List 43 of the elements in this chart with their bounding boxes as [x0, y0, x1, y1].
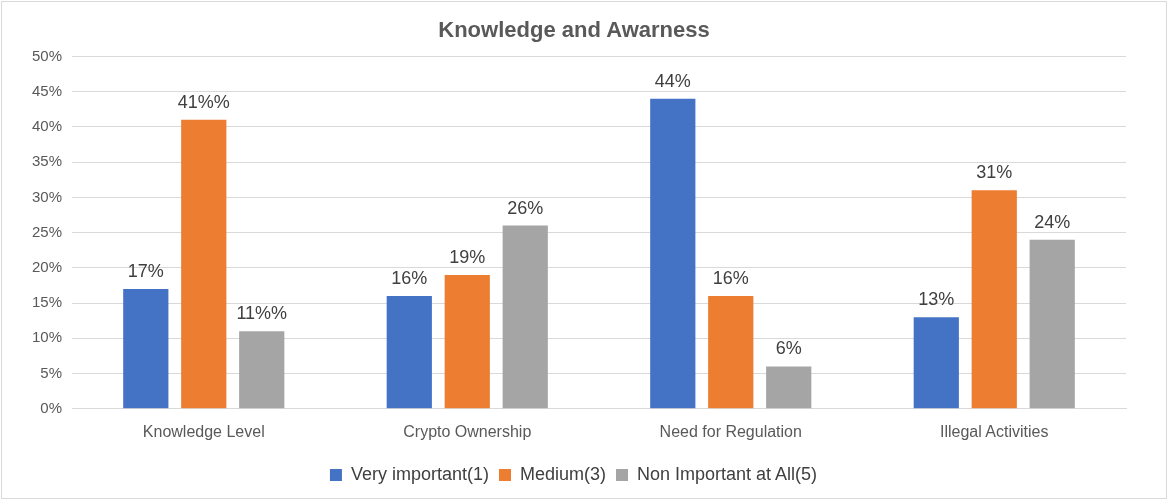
x-tick-label: Need for Regulation	[659, 422, 802, 440]
y-tick-label: 15%	[31, 293, 63, 311]
legend-label: Medium(3)	[519, 463, 607, 484]
data-label: 26%	[507, 197, 544, 218]
y-tick-label: 20%	[31, 257, 63, 275]
y-tick-label: 35%	[31, 152, 63, 170]
x-tick-label: Crypto Ownership	[403, 422, 532, 440]
data-label: 41%%	[177, 91, 230, 112]
bar	[386, 296, 432, 409]
bar	[766, 366, 812, 409]
data-label: 17%	[127, 260, 164, 281]
bar	[708, 296, 754, 409]
y-tick-label: 30%	[31, 187, 63, 205]
data-label: 44%	[654, 70, 691, 91]
bar	[181, 119, 227, 409]
x-tick-label: Knowledge Level	[142, 422, 265, 440]
y-tick-label: 45%	[31, 81, 63, 99]
bar	[971, 190, 1017, 409]
y-tick-label: 50%	[31, 46, 63, 64]
data-label: 6%	[775, 338, 802, 359]
y-tick-label: 0%	[40, 398, 63, 416]
bar	[1029, 239, 1075, 409]
data-label: 24%	[1034, 211, 1071, 232]
data-label: 16%	[391, 268, 428, 288]
bar	[913, 317, 959, 409]
legend-label: Non Important at All(5)	[637, 463, 818, 484]
y-tick-label: 25%	[31, 222, 63, 240]
bar	[239, 331, 285, 409]
data-label: 16%	[712, 268, 749, 288]
legend-label: Very important(1)	[350, 463, 489, 484]
data-label: 31%	[976, 162, 1013, 183]
y-tick-label: 5%	[40, 363, 63, 381]
chart-title: Knowledge and Awarness	[438, 17, 710, 43]
y-tick-label: 10%	[31, 328, 63, 346]
bar	[650, 98, 696, 409]
y-tick-label: 40%	[31, 117, 63, 135]
data-label: 19%	[449, 246, 486, 267]
bar	[502, 225, 548, 409]
bar	[123, 288, 169, 409]
data-label: 13%	[918, 289, 955, 310]
bar	[444, 274, 490, 409]
x-tick-label: Illegal Activities	[940, 422, 1049, 440]
data-label: 11%%	[236, 303, 288, 324]
